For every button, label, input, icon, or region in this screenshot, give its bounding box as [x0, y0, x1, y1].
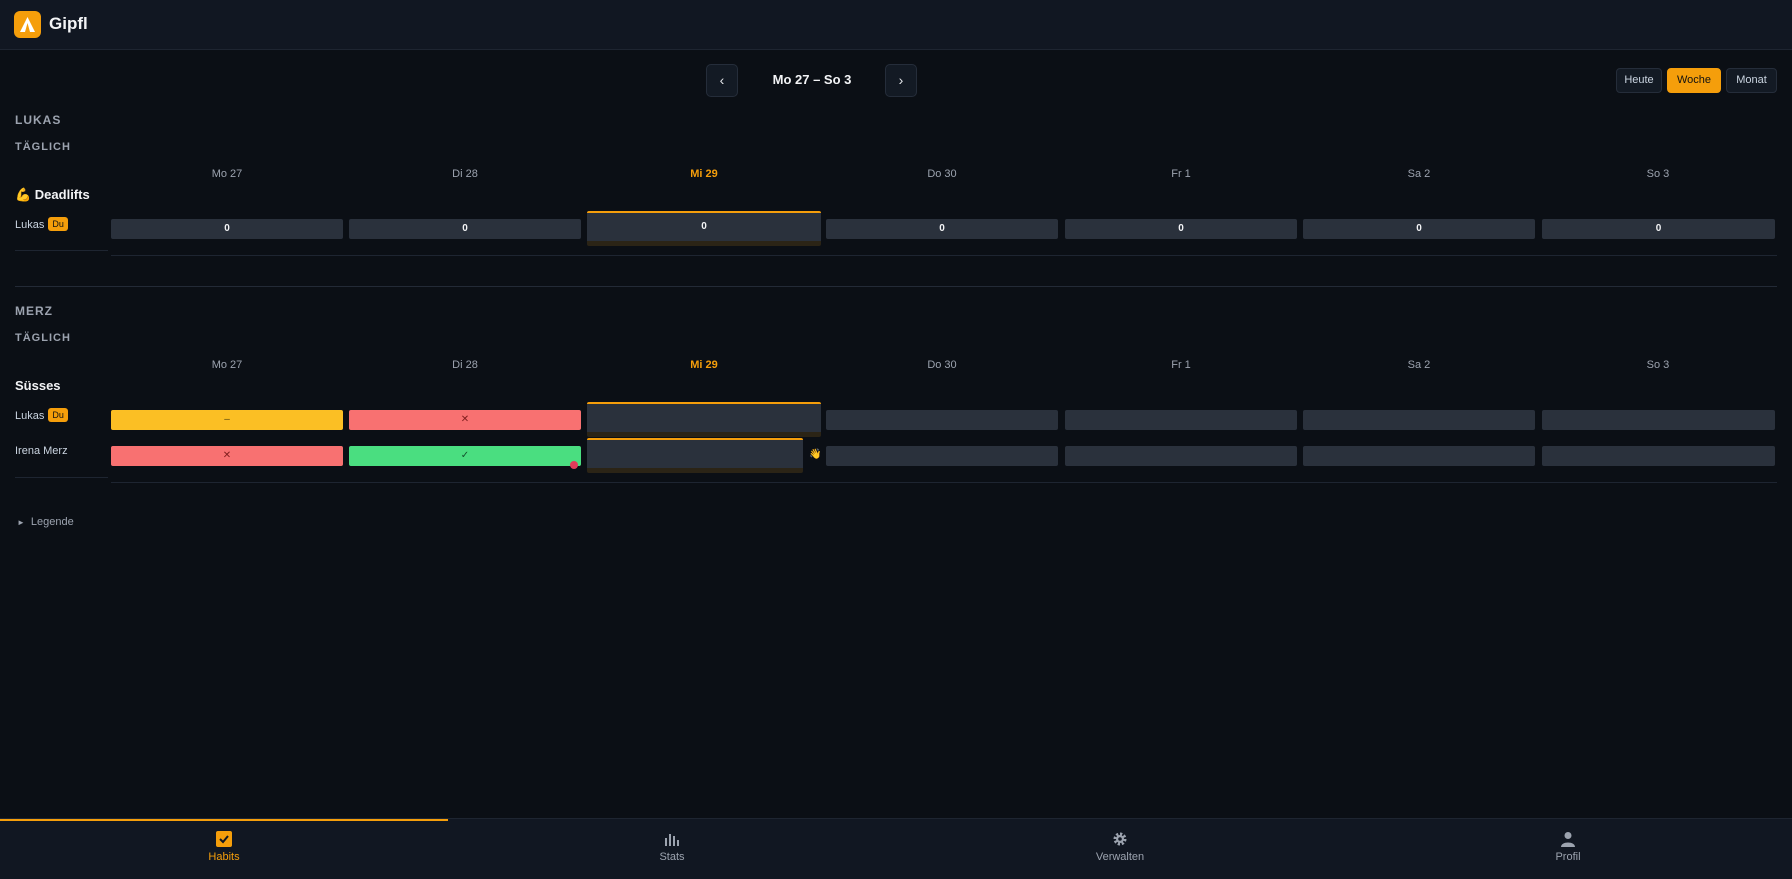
- habit-cell[interactable]: [826, 410, 1058, 430]
- day-header: Fr 1: [1171, 359, 1191, 371]
- habit-cell[interactable]: 0: [826, 219, 1058, 239]
- participant-name: Lukas: [15, 410, 45, 422]
- participant-name: Irena Merz: [15, 445, 68, 457]
- active-tab-indicator: [0, 819, 448, 821]
- gear-icon: [1113, 832, 1127, 846]
- group-divider: [15, 286, 1777, 287]
- frequency-label: TÄGLICH: [15, 141, 71, 153]
- participant-row-label: Irena Merz: [15, 445, 68, 457]
- tab-label: Habits: [208, 851, 240, 863]
- tab-habits[interactable]: Habits: [0, 831, 448, 863]
- next-week-button[interactable]: ›: [885, 64, 917, 97]
- participant-name: Lukas: [15, 219, 45, 231]
- triangle-right-icon: ►: [17, 518, 25, 527]
- app-logo-icon[interactable]: [14, 11, 41, 38]
- day-header: Mo 27: [211, 168, 243, 180]
- habit-cell[interactable]: [1303, 446, 1535, 466]
- participant-row-label: Lukas Du: [15, 408, 68, 422]
- tab-stats[interactable]: Stats: [448, 831, 896, 863]
- date-range-label: Mo 27 – So 3: [772, 72, 852, 87]
- divider: [111, 255, 1777, 256]
- group-title: LUKAS: [15, 113, 62, 127]
- tab-profil[interactable]: Profil: [1344, 831, 1792, 863]
- top-bar: Gipfl: [0, 0, 1792, 50]
- frequency-label: TÄGLICH: [15, 332, 71, 344]
- habit-cell[interactable]: [1065, 410, 1297, 430]
- bar-chart-icon: [665, 834, 679, 846]
- habit-cell-failed[interactable]: ✕: [111, 446, 343, 466]
- habit-name: 💪 Deadlifts: [15, 187, 90, 202]
- habit-cell[interactable]: 0: [349, 219, 581, 239]
- day-header: So 3: [1646, 168, 1670, 180]
- day-header: Di 28: [452, 168, 478, 180]
- habit-cell-done[interactable]: ✓: [349, 446, 581, 466]
- you-badge: Du: [48, 217, 68, 231]
- habit-cell-today[interactable]: [587, 402, 821, 437]
- habit-cell-today[interactable]: 0: [587, 211, 821, 246]
- habit-cell[interactable]: [1542, 410, 1775, 430]
- day-header: So 3: [1646, 359, 1670, 371]
- habit-cell[interactable]: [1065, 446, 1297, 466]
- day-header: Fr 1: [1171, 168, 1191, 180]
- habit-cell[interactable]: [1303, 410, 1535, 430]
- divider: [15, 250, 108, 251]
- habit-cell[interactable]: [826, 446, 1058, 466]
- habit-cell-partial[interactable]: –: [111, 410, 343, 430]
- divider: [111, 482, 1777, 483]
- day-header: Sa 2: [1407, 168, 1431, 180]
- legend-toggle[interactable]: ► Legende: [17, 516, 74, 528]
- day-header-today: Mi 29: [690, 359, 718, 371]
- habit-cell[interactable]: 0: [1303, 219, 1535, 239]
- habit-cell-failed[interactable]: ✕: [349, 410, 581, 430]
- user-icon: [1561, 832, 1575, 847]
- view-month-button[interactable]: Monat: [1726, 68, 1777, 93]
- habit-name: Süsses: [15, 378, 61, 393]
- day-header: Mo 27: [211, 359, 243, 371]
- you-badge: Du: [48, 408, 68, 422]
- tab-label: Verwalten: [1095, 851, 1145, 863]
- divider: [15, 477, 108, 478]
- group-title: MERZ: [15, 304, 53, 318]
- day-header: Do 30: [927, 168, 957, 180]
- bottom-tab-bar: Habits Stats Verwalten Profil: [0, 818, 1792, 879]
- legend-label: Legende: [30, 516, 74, 528]
- tab-verwalten[interactable]: Verwalten: [896, 831, 1344, 863]
- day-header-today: Mi 29: [690, 168, 718, 180]
- habit-cell[interactable]: 0: [1542, 219, 1775, 239]
- habit-cell[interactable]: 0: [1065, 219, 1297, 239]
- day-header: Do 30: [927, 359, 957, 371]
- checkbox-icon: [216, 831, 232, 847]
- app-title: Gipfl: [49, 14, 88, 33]
- habit-cell[interactable]: 0: [111, 219, 343, 239]
- participant-row-label: Lukas Du: [15, 217, 68, 231]
- habit-cell[interactable]: [1542, 446, 1775, 466]
- view-week-button[interactable]: Woche: [1667, 68, 1721, 93]
- view-today-button[interactable]: Heute: [1616, 68, 1662, 93]
- reaction-dot-icon: [570, 461, 578, 469]
- habit-cell-today[interactable]: [587, 438, 803, 473]
- tab-label: Stats: [659, 851, 685, 863]
- wave-hand-icon[interactable]: 👋: [809, 449, 822, 460]
- day-header: Di 28: [452, 359, 478, 371]
- tab-label: Profil: [1555, 851, 1581, 863]
- day-header: Sa 2: [1407, 359, 1431, 371]
- previous-week-button[interactable]: ‹: [706, 64, 738, 97]
